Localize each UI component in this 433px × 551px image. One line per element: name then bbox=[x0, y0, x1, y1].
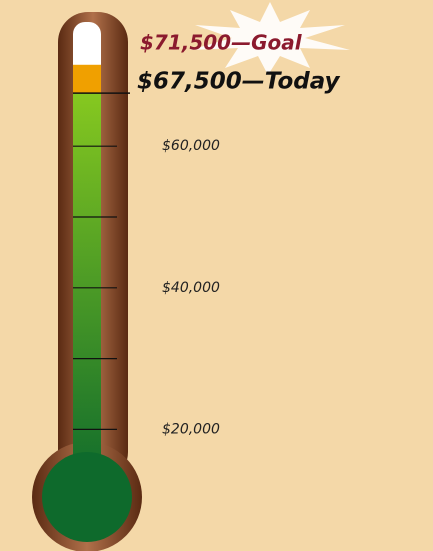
tick-label: $40,000 bbox=[162, 280, 220, 296]
goal-label: $71,500—Goal bbox=[140, 31, 303, 55]
tick-label: $20,000 bbox=[162, 421, 220, 437]
tick-label: $60,000 bbox=[162, 138, 220, 154]
goal-segment bbox=[73, 65, 101, 93]
bulb bbox=[42, 452, 132, 542]
today-label: $67,500—Today bbox=[137, 69, 341, 95]
chart: $71,500—Goal $67,500—Today $60,000 $40,00… bbox=[0, 0, 433, 551]
today-fill bbox=[73, 93, 101, 490]
page: $71,500—Goal $67,500—Today $60,000 $40,00… bbox=[0, 0, 433, 551]
